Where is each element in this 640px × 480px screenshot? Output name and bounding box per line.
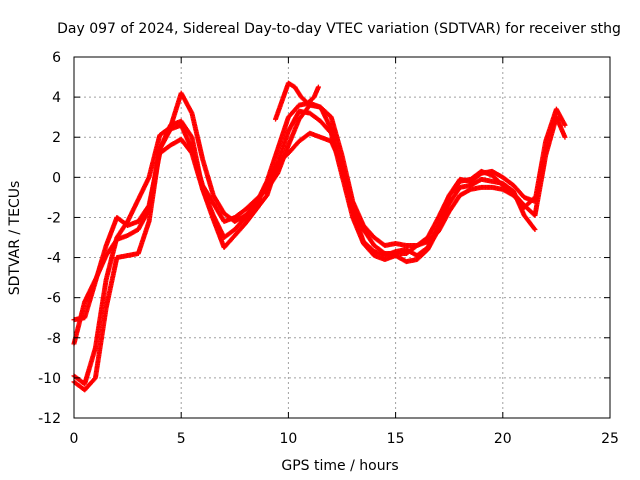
y-tick-label: -4	[47, 251, 61, 267]
x-tick-label: 20	[494, 431, 512, 447]
y-tick-label: 2	[52, 130, 61, 146]
y-tick-label: -12	[38, 411, 61, 427]
x-tick-label: 25	[601, 431, 619, 447]
y-tick-label: -6	[47, 291, 61, 307]
y-tick-label: 4	[52, 90, 61, 106]
y-tick-label: 0	[52, 170, 61, 186]
series-3	[71, 130, 538, 323]
y-tick-label: -10	[38, 371, 61, 387]
data-point	[562, 134, 568, 140]
y-axis-label: SDTVAR / TECUs	[7, 181, 23, 296]
x-tick-label: 5	[177, 431, 186, 447]
y-tick-label: -2	[47, 210, 61, 226]
x-tick-label: 15	[387, 431, 405, 447]
grid	[74, 57, 610, 418]
x-tick-label: 10	[279, 431, 297, 447]
x-tick-label: 0	[70, 431, 79, 447]
y-tick-label: -8	[47, 331, 61, 347]
plot-marks	[71, 80, 568, 393]
chart-title: Day 097 of 2024, Sidereal Day-to-day VTE…	[57, 21, 621, 37]
x-axis-label: GPS time / hours	[281, 458, 398, 474]
y-tick-label: 6	[52, 50, 61, 66]
